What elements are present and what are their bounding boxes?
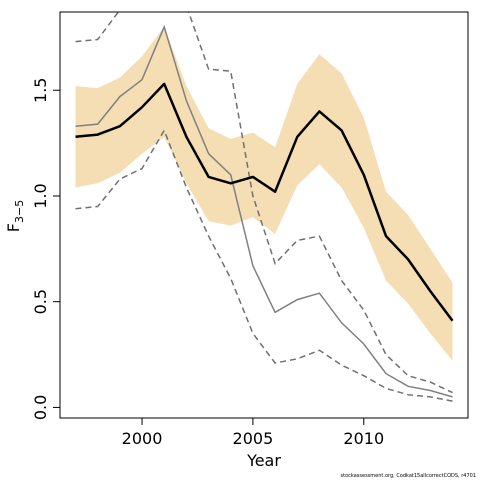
- comparison-upper-dashed-line: [75, 12, 453, 394]
- y-axis-title: F3−5 ‾‾: [0, 200, 26, 232]
- comparison-line: [75, 24, 453, 398]
- plot-frame: [59, 11, 469, 419]
- confidence-band: [75, 26, 453, 361]
- y-tick-label: 0.0: [31, 395, 50, 420]
- y-tick-label: 1.5: [31, 78, 50, 103]
- x-axis: 2000 2005 2010: [122, 418, 384, 448]
- y-axis-title-subscript: 3−5: [13, 200, 26, 223]
- svg-text:F3−5: F3−5: [4, 200, 26, 232]
- comparison-lower-dashed-line: [75, 128, 453, 402]
- y-axis-title-main: F: [4, 223, 23, 232]
- x-axis-title: Year: [246, 451, 281, 470]
- source-caption: stockassessment.org, Codkat15allcorrectC…: [341, 473, 476, 479]
- x-tick-label: 2005: [233, 429, 274, 448]
- y-tick-label: 1.0: [31, 183, 50, 208]
- x-tick-label: 2010: [343, 429, 384, 448]
- y-tick-label: 0.5: [31, 289, 50, 314]
- y-axis-title-overbar: ‾‾: [0, 213, 11, 231]
- y-axis: 0.0 0.5 1.0 1.5: [31, 78, 60, 420]
- estimate-line: [75, 82, 454, 322]
- plot-data-layer: [75, 12, 454, 402]
- x-tick-label: 2000: [122, 429, 163, 448]
